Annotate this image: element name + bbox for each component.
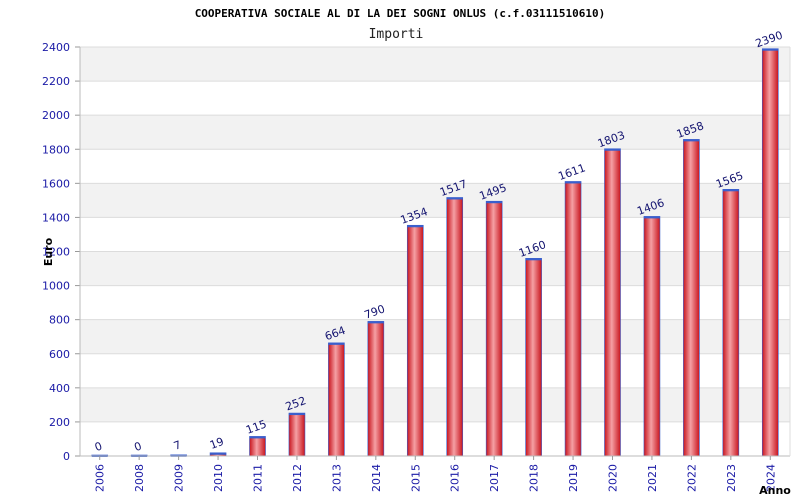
- x-tick-label: 2023: [725, 464, 738, 492]
- grid-band: [80, 387, 790, 422]
- bar-cap-2016: [446, 197, 463, 200]
- x-tick-label: 2014: [370, 464, 383, 492]
- data-label-2019: 1611: [556, 161, 587, 183]
- bar-cap-2018: [525, 258, 542, 261]
- bar-2019: [564, 181, 582, 457]
- bar-cap-2010: [210, 452, 227, 455]
- bar-cap-2024: [762, 48, 779, 51]
- bar-2013: [328, 342, 345, 457]
- grid-band: [80, 183, 790, 218]
- y-tick-labels: 0 200 400 600 800 1000 1200 1400 1600 1800 2000 220…: [42, 41, 70, 463]
- bar-2012: [288, 412, 306, 457]
- bar-cap-2017: [486, 201, 503, 204]
- bar-cap-2020: [604, 148, 621, 151]
- data-label-2009: 7: [172, 438, 183, 453]
- x-tick-label: 2015: [409, 464, 422, 492]
- x-tick-label: 2009: [173, 464, 186, 492]
- bar-2017: [485, 200, 503, 457]
- bar-2018: [525, 258, 542, 457]
- y-tick-label: 400: [49, 382, 70, 395]
- bar-cap-2021: [643, 216, 660, 219]
- y-tick-label: 2400: [42, 41, 70, 54]
- grid-band: [80, 319, 790, 354]
- y-tick-label: 1400: [42, 211, 70, 224]
- x-tick-label: 2008: [133, 464, 146, 492]
- axes: [79, 47, 791, 457]
- y-tick-label: 1800: [42, 143, 70, 156]
- bar-cap-2023: [722, 189, 739, 192]
- bar-2021: [643, 216, 661, 457]
- y-tick-label: 2200: [42, 75, 70, 88]
- bar-2011: [249, 436, 266, 457]
- y-axis-label: Euro: [42, 237, 55, 266]
- x-tick-label: 2020: [607, 464, 620, 492]
- grid-bands: [80, 47, 790, 422]
- data-label-2014: 790: [363, 302, 387, 321]
- x-tick-label: 2024: [764, 464, 777, 492]
- chart-subtitle: Importi: [369, 27, 424, 42]
- bar-2024: [761, 48, 779, 457]
- x-tick-label: 2013: [330, 464, 343, 492]
- x-tick-label: 2019: [567, 464, 580, 492]
- bar-2015: [406, 224, 424, 457]
- x-tick-label: 2016: [449, 464, 462, 492]
- y-tick-label: 800: [49, 314, 70, 327]
- bar-cap-2019: [565, 181, 582, 184]
- data-label-2010: 19: [208, 435, 226, 452]
- x-tick-label: 2022: [685, 464, 698, 492]
- bar-2016: [446, 197, 464, 457]
- x-tick-label: 2017: [488, 464, 501, 492]
- y-tick-label: 600: [49, 348, 70, 361]
- bar-2023: [722, 188, 740, 457]
- data-label-2008: 0: [132, 439, 143, 454]
- x-axis-label: Anno: [759, 484, 791, 497]
- y-tick-label: 1200: [42, 246, 70, 259]
- y-tick-label: 2000: [42, 109, 70, 122]
- bar-2014: [367, 321, 385, 457]
- x-tick-label: 2018: [528, 464, 541, 492]
- bar-2020: [604, 148, 621, 457]
- bar-cap-2015: [407, 225, 424, 228]
- bar-cap-2014: [367, 321, 384, 324]
- y-tick-label: 200: [49, 416, 70, 429]
- grid-band: [80, 115, 790, 150]
- grid-band: [80, 251, 790, 286]
- grid-band: [80, 47, 790, 82]
- y-tick-label: 1600: [42, 177, 70, 190]
- x-tick-label: 2011: [252, 464, 265, 492]
- x-tick-labels: 2006 2008 2009 2010 2011 2012 2013 2014 2015 2016…: [94, 456, 777, 492]
- y-tick-label: 0: [63, 450, 70, 463]
- data-label-2006: 0: [93, 439, 104, 454]
- x-tick-label: 2012: [291, 464, 304, 492]
- x-tick-label: 2006: [94, 464, 107, 492]
- bar-2022: [683, 139, 700, 457]
- bar-cap-2013: [328, 342, 345, 345]
- bar-cap-2012: [288, 413, 305, 416]
- x-tick-label: 2021: [646, 464, 659, 492]
- bar-cap-2022: [683, 139, 700, 142]
- chart-title: COOPERATIVA SOCIALE AL DI LA DEI SOGNI O…: [195, 7, 606, 20]
- bar-cap-2011: [249, 436, 266, 439]
- x-tick-label: 2010: [212, 464, 225, 492]
- y-tick-label: 1000: [42, 280, 70, 293]
- bars: [91, 48, 779, 457]
